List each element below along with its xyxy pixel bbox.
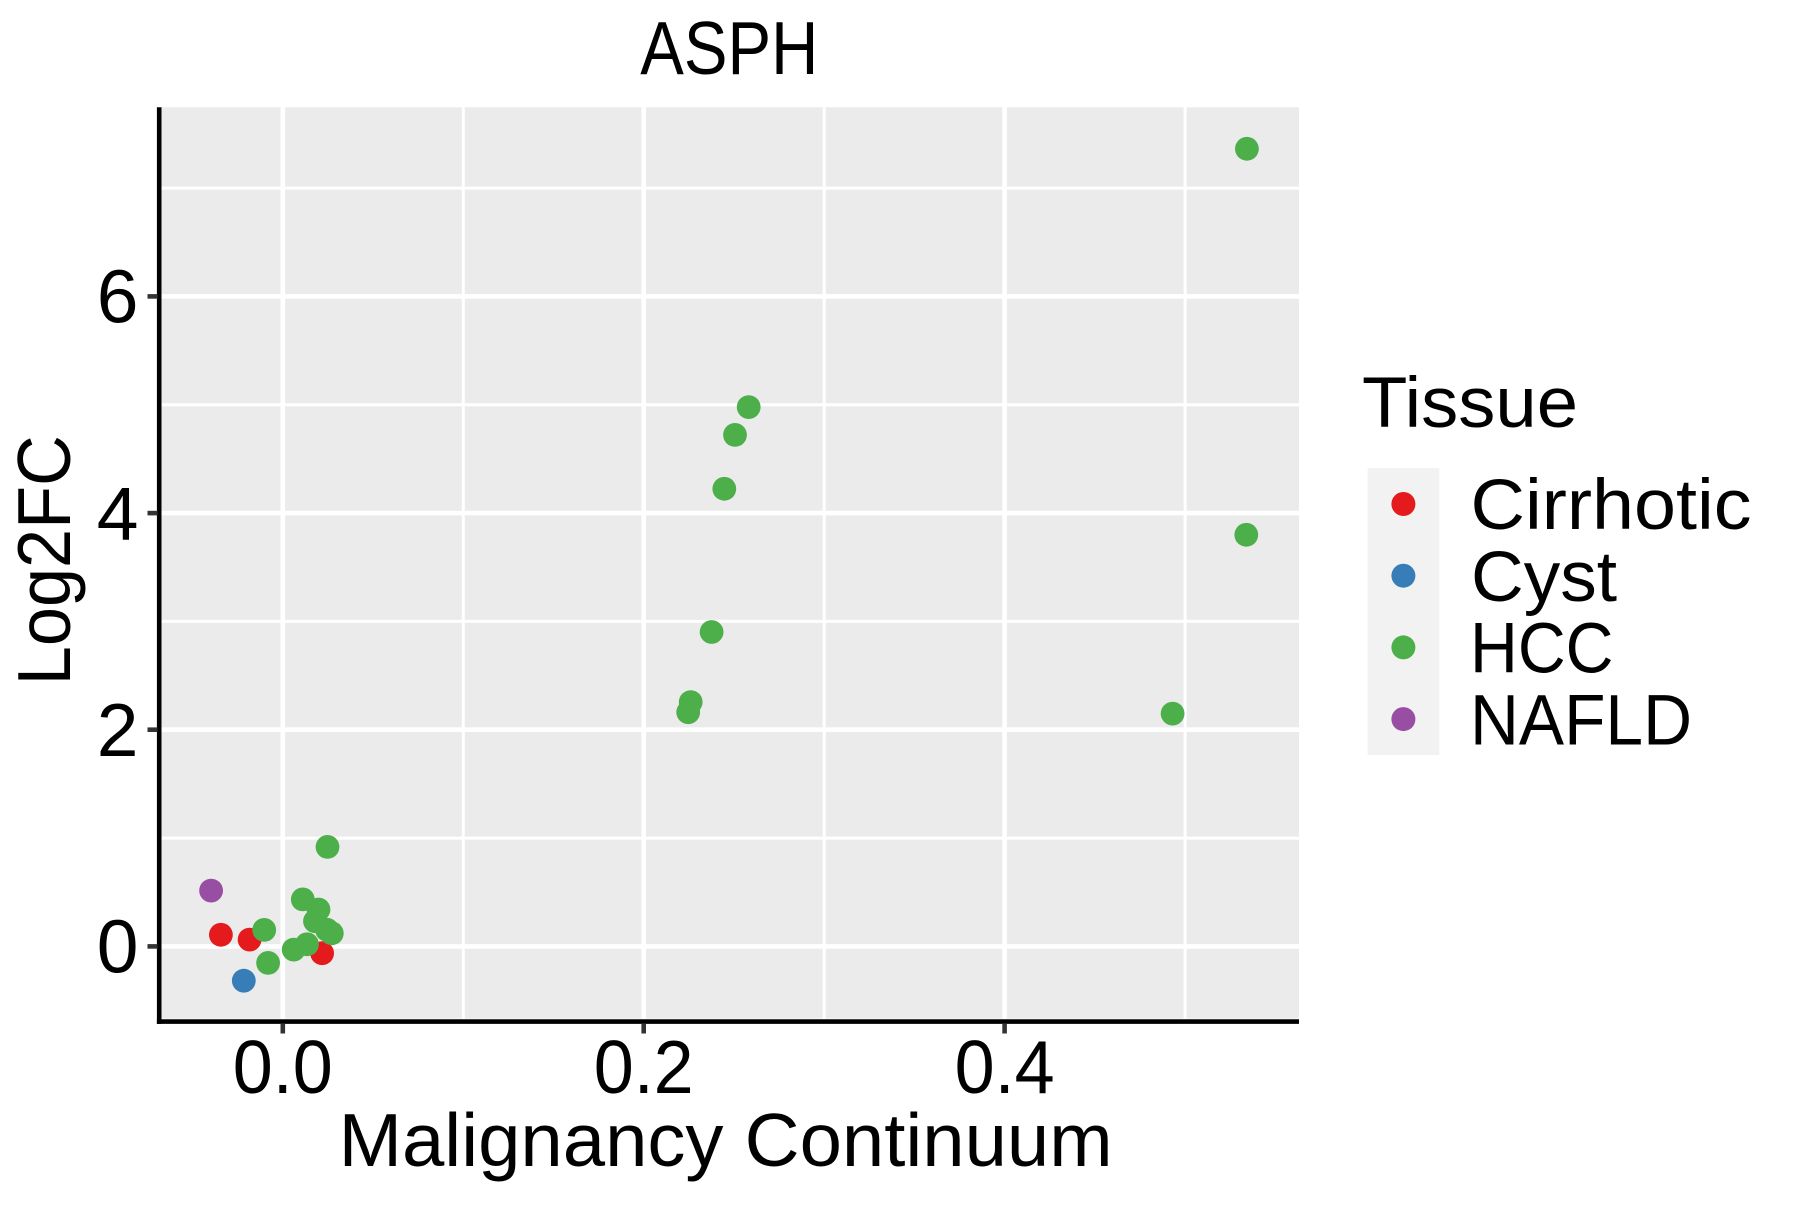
svg-text:NAFLD: NAFLD <box>1470 680 1692 760</box>
svg-text:2: 2 <box>97 688 139 772</box>
svg-text:Cirrhotic: Cirrhotic <box>1471 465 1752 545</box>
svg-text:Cyst: Cyst <box>1471 537 1617 617</box>
svg-text:0.2: 0.2 <box>594 1025 694 1109</box>
svg-text:Tissue: Tissue <box>1362 363 1578 443</box>
svg-text:ASPH: ASPH <box>640 6 818 90</box>
svg-text:6: 6 <box>97 255 139 339</box>
svg-text:Malignancy Continuum: Malignancy Continuum <box>339 1098 1113 1182</box>
svg-text:0.0: 0.0 <box>233 1025 333 1109</box>
svg-text:Log2FC: Log2FC <box>2 435 86 685</box>
svg-text:0.4: 0.4 <box>955 1025 1055 1109</box>
svg-text:HCC: HCC <box>1470 609 1614 689</box>
svg-text:0: 0 <box>97 905 139 989</box>
svg-text:4: 4 <box>97 471 139 555</box>
